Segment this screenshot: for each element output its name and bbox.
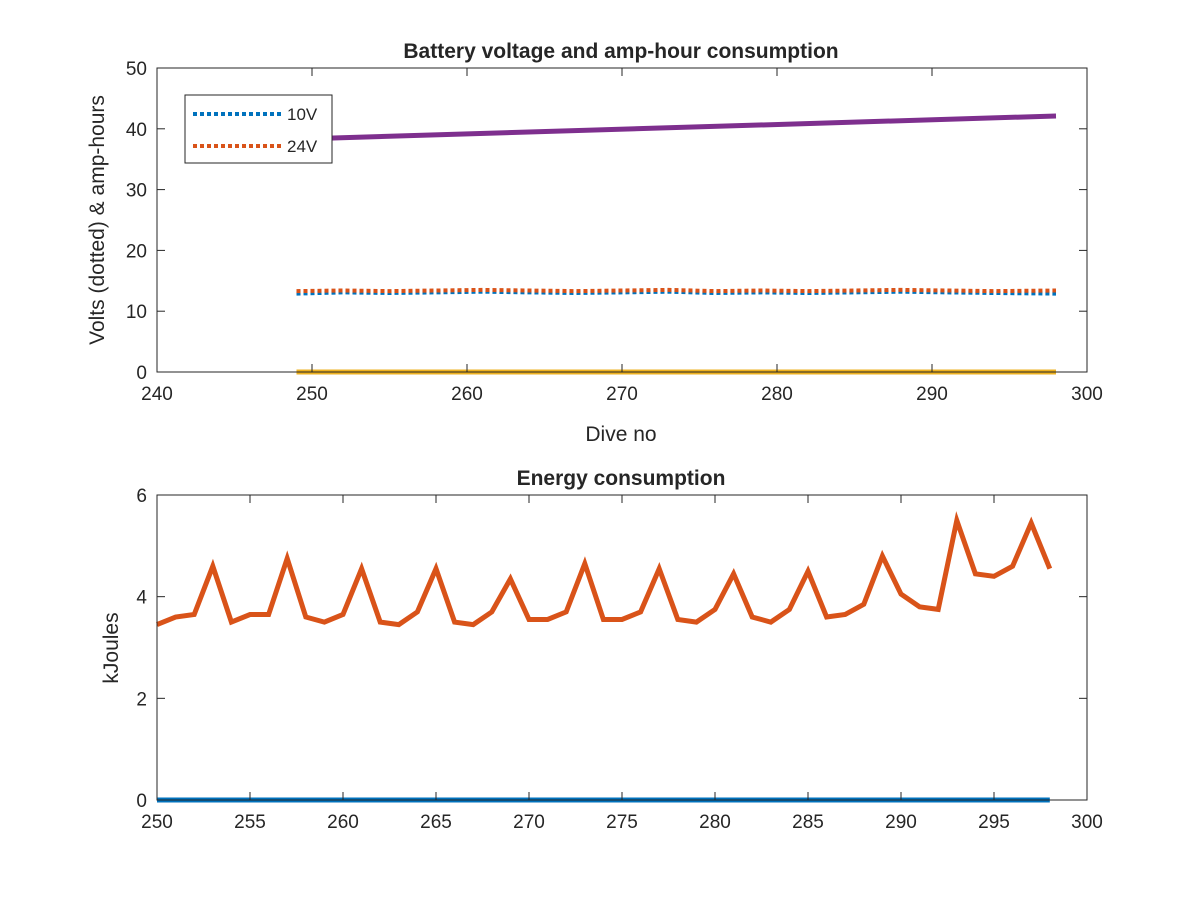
x-tick-label: 270 bbox=[513, 812, 545, 833]
legend-label-24v: 24V bbox=[287, 137, 318, 156]
legend-label-10v: 10V bbox=[287, 105, 318, 124]
x-tick-label: 290 bbox=[916, 384, 948, 405]
y-tick-label: 10 bbox=[126, 302, 147, 323]
y-tick-label: 30 bbox=[126, 181, 147, 202]
y-tick-label: 0 bbox=[136, 363, 147, 384]
x-tick-label: 260 bbox=[451, 384, 483, 405]
chart-energy-consumption: Energy consumption 250 255 260 265 270 275 280… bbox=[100, 467, 1103, 833]
x-tick-label: 300 bbox=[1071, 812, 1103, 833]
x-tick-label: 290 bbox=[885, 812, 917, 833]
y-axis-label: kJoules bbox=[100, 612, 123, 683]
chart-battery-voltage: Battery voltage and amp-hour consumption… bbox=[86, 40, 1103, 446]
x-tick-label: 250 bbox=[141, 812, 173, 833]
series-line-3 bbox=[296, 113, 1057, 142]
x-tick-label: 285 bbox=[792, 812, 824, 833]
legend-box bbox=[184, 94, 333, 164]
plot-area bbox=[157, 495, 1087, 800]
y-tick-label: 20 bbox=[126, 241, 147, 262]
x-tick-label: 295 bbox=[978, 812, 1010, 833]
x-tick-label: 260 bbox=[327, 812, 359, 833]
x-tick-label: 250 bbox=[296, 384, 328, 405]
x-tick-label: 270 bbox=[606, 384, 638, 405]
y-tick-label: 50 bbox=[126, 59, 147, 80]
legend: 10V 24V bbox=[184, 94, 333, 164]
x-tick-label: 240 bbox=[141, 384, 173, 405]
y-tick-label: 4 bbox=[136, 588, 147, 609]
chart-title: Energy consumption bbox=[517, 467, 726, 490]
series-line-24v bbox=[296, 287, 1057, 294]
x-tick-label: 280 bbox=[699, 812, 731, 833]
x-tick-label: 275 bbox=[606, 812, 638, 833]
y-axis-label: Volts (dotted) & amp-hours bbox=[86, 95, 109, 345]
y-tick-label: 2 bbox=[136, 689, 147, 710]
x-tick-label: 280 bbox=[761, 384, 793, 405]
series-line-0 bbox=[156, 511, 1053, 628]
x-tick-label: 265 bbox=[420, 812, 452, 833]
y-tick-label: 40 bbox=[126, 120, 147, 141]
x-axis-label: Dive no bbox=[585, 423, 656, 446]
tick-layer: 240 250 260 270 280 290 300 0 10 20 30 40 50 bbox=[126, 59, 1103, 405]
tick-layer: 250 255 260 265 270 275 280 285 290 295 300 0 2 4 6 bbox=[136, 486, 1102, 833]
x-tick-label: 300 bbox=[1071, 384, 1103, 405]
x-tick-label: 255 bbox=[234, 812, 266, 833]
y-tick-label: 0 bbox=[136, 791, 147, 812]
y-tick-label: 6 bbox=[136, 486, 147, 507]
chart-title: Battery voltage and amp-hour consumption bbox=[403, 40, 838, 63]
